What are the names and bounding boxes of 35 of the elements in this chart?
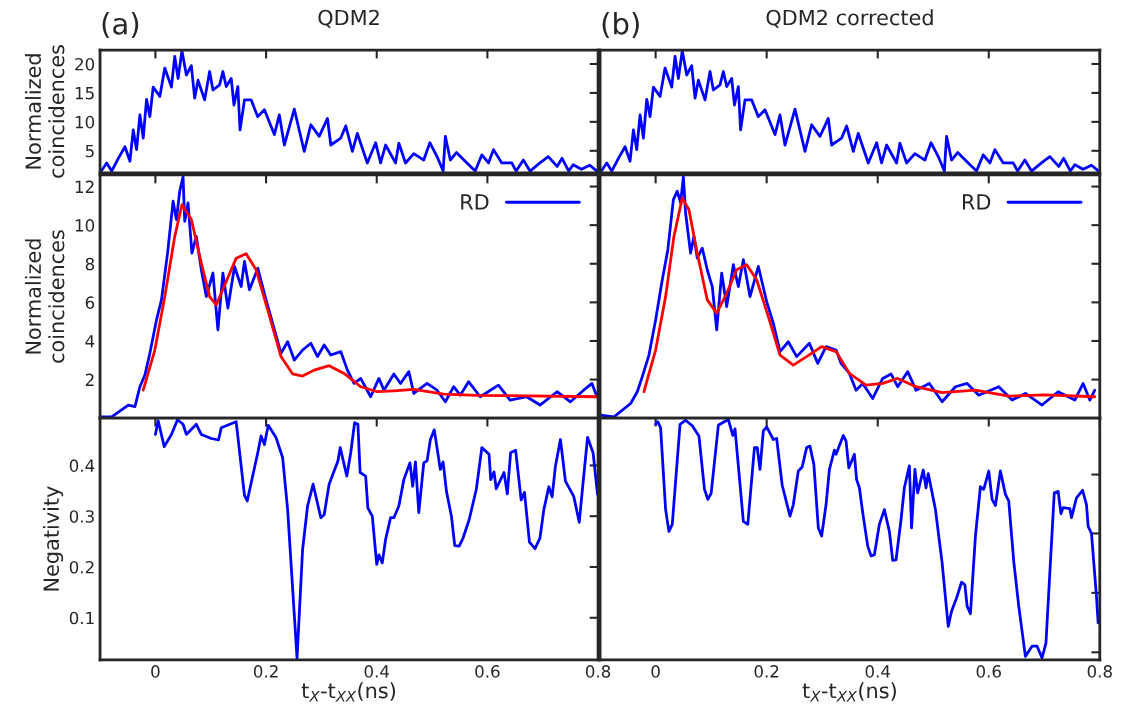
x-tick-label: 0.8: [585, 665, 611, 678]
x-tick-label: 0.8: [1087, 665, 1112, 678]
x-tick-label: 0.4: [364, 665, 390, 678]
x-tick-label: 0.2: [754, 665, 779, 678]
y-tick-label: 0.4: [69, 459, 95, 472]
y-tick-label: 2: [85, 373, 94, 386]
x-axis-title: t$_{X}$-t$_{XX}$(ns): [802, 682, 896, 702]
x-tick-label: 0.6: [976, 665, 1001, 678]
text: (a): [102, 12, 139, 39]
x-tick-label: 0.4: [865, 665, 891, 678]
y-tick-label: 10: [75, 115, 95, 129]
legend-label: RD: [461, 194, 489, 210]
x-tick-label: 0.2: [253, 665, 278, 678]
text: (b): [602, 12, 639, 39]
x-tick-label: 0: [651, 665, 660, 678]
y-tick-label: 0.2: [69, 560, 94, 574]
y-tick-label: 15: [75, 87, 94, 100]
y-tick-label: 12: [75, 180, 94, 193]
y-tick-label: 4: [85, 335, 95, 348]
x-axis-title: t$_{X}$-t$_{XX}$(ns): [301, 682, 396, 702]
chart-title: QDM2 corrected: [766, 9, 933, 28]
x-tick-label: 0: [151, 665, 160, 678]
y-tick-label: 5: [85, 144, 94, 158]
y-tick-label: 8: [85, 257, 95, 271]
y-tick-label: 0.3: [69, 510, 94, 523]
legend-label: RD: [962, 194, 991, 210]
y-tick-label: 0.1: [69, 611, 94, 625]
x-tick-label: 0.6: [475, 665, 500, 678]
y-axis-title: Normalized coincidences: [24, 45, 65, 178]
y-axis-title: Normalized coincidences: [24, 230, 65, 363]
y-tick-label: 6: [85, 296, 95, 309]
y-tick-label: 10: [75, 219, 95, 232]
y-tick-label: 20: [75, 57, 95, 71]
chart-title: QDM2: [318, 9, 379, 28]
y-axis-title: Negativity: [42, 486, 64, 591]
